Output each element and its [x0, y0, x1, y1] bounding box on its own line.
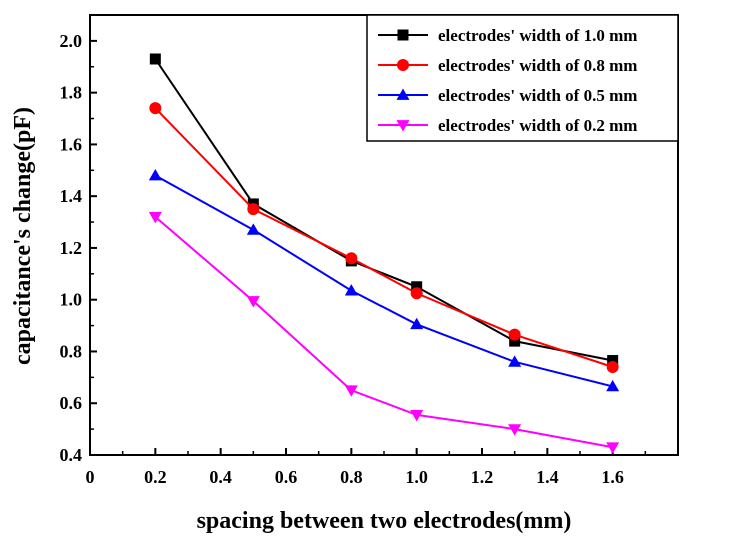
y-tick-label: 1.8 — [60, 83, 83, 103]
y-tick-label: 0.8 — [60, 341, 83, 361]
legend-item: electrodes' width of 0.5 mm — [378, 86, 637, 105]
data-point — [410, 410, 424, 422]
y-tick-label: 1.0 — [60, 290, 83, 310]
y-tick-label: 1.6 — [60, 134, 83, 154]
legend: electrodes' width of 1.0 mm electrodes' w… — [366, 14, 679, 142]
data-point — [344, 385, 358, 397]
legend-label: electrodes' width of 0.5 mm — [438, 86, 637, 105]
x-tick-label: 1.0 — [405, 467, 428, 487]
data-point — [344, 284, 358, 296]
y-tick-label: 1.2 — [60, 238, 83, 258]
series-2 — [149, 102, 619, 373]
legend-item: electrodes' width of 1.0 mm — [378, 26, 637, 45]
data-point — [606, 379, 620, 392]
series-4 — [148, 212, 620, 454]
series-line — [154, 58, 613, 362]
y-tick-label: 0.6 — [60, 393, 83, 413]
data-point — [411, 281, 423, 293]
data-point — [410, 287, 423, 300]
data-point — [410, 317, 424, 330]
legend-item: electrodes' width of 0.2 mm — [378, 116, 637, 135]
legend-marker — [397, 59, 409, 71]
x-tick-label: 0.2 — [144, 467, 167, 487]
x-axis-title: spacing between two electrodes(mm) — [197, 508, 572, 534]
legend-label: electrodes' width of 1.0 mm — [438, 26, 637, 45]
data-point — [148, 212, 162, 224]
data-point — [607, 355, 619, 367]
x-tick-label: 1.4 — [536, 467, 559, 487]
series-3 — [148, 168, 620, 392]
legend-label: electrodes' width of 0.2 mm — [438, 116, 637, 135]
y-axis-title: capacitance's change(pF) — [10, 107, 36, 365]
data-point — [149, 53, 161, 65]
x-tick-label: 1.6 — [601, 467, 624, 487]
data-point — [246, 223, 260, 235]
legend-item: electrodes' width of 0.8 mm — [378, 56, 637, 75]
series-line — [154, 216, 613, 449]
x-tick-label: 0 — [86, 467, 95, 487]
data-point — [247, 203, 260, 216]
data-point — [508, 355, 522, 367]
plot-area: 0 0.2 0.4 0.6 0.8 1.0 1.2 1.4 1.6 0.4 0.6 0.8 1.0 1.2… — [60, 14, 679, 487]
series-line — [154, 107, 613, 368]
data-point — [148, 168, 162, 181]
legend-marker — [396, 88, 410, 100]
x-tick-label: 1.2 — [471, 467, 494, 487]
data-point — [508, 424, 522, 436]
series-line — [154, 174, 613, 388]
legend-marker — [396, 120, 410, 132]
data-point — [606, 442, 620, 454]
y-tick-label: 2.0 — [60, 31, 83, 51]
data-point — [606, 361, 619, 373]
x-tick-label: 0.6 — [275, 467, 298, 487]
data-point — [509, 335, 521, 347]
y-tick-label: 1.4 — [60, 186, 83, 206]
legend-label: electrodes' width of 0.8 mm — [438, 56, 637, 75]
y-tick-label: 0.4 — [60, 445, 83, 465]
legend-marker — [397, 29, 409, 41]
data-point — [246, 296, 260, 308]
data-point — [508, 328, 521, 341]
data-point — [345, 252, 358, 265]
x-tick-label: 0.8 — [340, 467, 363, 487]
x-tick-label: 0.4 — [209, 467, 232, 487]
data-point — [149, 102, 162, 115]
